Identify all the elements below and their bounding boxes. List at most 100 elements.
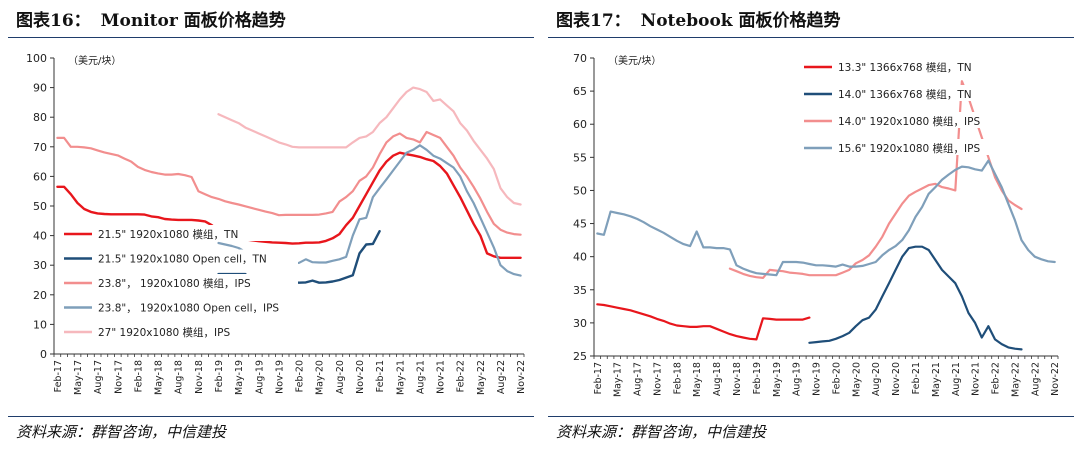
x-tick-label: Nov-21 (436, 360, 447, 394)
title-rule (8, 37, 534, 38)
x-tick-label: Nov-19 (274, 360, 285, 394)
legend-bg (800, 112, 1038, 128)
x-tick-label: Feb-18 (672, 362, 683, 394)
figure-title: 图表17： Notebook 面板价格趋势 (556, 6, 840, 31)
source-rule (8, 416, 534, 417)
series-line-1 (56, 151, 522, 260)
figure-label: 图表16： (16, 11, 91, 31)
y-tick-label: 0 (40, 348, 47, 361)
legend-bg (60, 249, 298, 266)
x-tick-label: Feb-21 (911, 362, 922, 394)
monitor-chart: 0 10 20 30 40 50 60 70 80 90 100 （美元/块） Feb-17 May-17… (26, 52, 527, 395)
legend-label: 27" 1920x1080 模组，IPS (98, 326, 230, 339)
x-tick-label: May-18 (154, 360, 165, 395)
unit-label: （美元/块） (608, 54, 661, 67)
legend-bg (60, 298, 298, 315)
legend-bg (60, 274, 298, 290)
y-tick-label: 35 (573, 284, 587, 297)
source-note: 资料来源：群智咨询，中信建投 (556, 423, 767, 441)
notebook-panel: 图表17： Notebook 面板价格趋势 25 30 35 40 45 50 55 60 65 7… (548, 0, 1078, 449)
series-line-2 (808, 245, 1023, 351)
x-tick-label: Nov-20 (891, 362, 902, 396)
source-rule (548, 416, 1074, 417)
y-tick-label: 30 (33, 259, 47, 272)
y-tick-label: 100 (26, 52, 47, 65)
series-line-1 (596, 303, 811, 341)
legend-label: 14.0" 1366x768 模组，TN (838, 88, 972, 101)
legend-bg (60, 225, 298, 241)
x-tick-label: May-17 (613, 362, 624, 397)
x-tick-label: May-20 (851, 362, 862, 397)
x-tick-label: Aug-21 (951, 362, 962, 396)
legend-bg (800, 58, 1038, 74)
y-tick-label: 70 (33, 141, 47, 154)
x-tick-label: Nov-17 (652, 362, 663, 396)
title-rule (548, 37, 1074, 38)
y-tick-label: 45 (573, 218, 587, 231)
x-tick-label: Nov-19 (812, 362, 823, 396)
series-line-3 (728, 80, 1023, 279)
y-tick-label: 50 (33, 200, 47, 213)
x-tick-label: May-22 (1010, 362, 1021, 397)
x-tick-label: Feb-22 (991, 362, 1002, 394)
x-tick-label: Nov-21 (971, 362, 982, 396)
x-tick-label: May-21 (931, 362, 942, 397)
x-tick-label: Feb-19 (214, 360, 225, 392)
figure-title-text: Monitor 面板价格趋势 (100, 11, 286, 31)
y-tick-label: 60 (573, 118, 587, 131)
figure-title-text: Notebook 面板价格趋势 (640, 11, 841, 31)
legend-label: 21.5" 1920x1080 模组，TN (98, 228, 238, 241)
x-tick-label: Nov-20 (355, 360, 366, 394)
x-tick-label: Nov-17 (113, 360, 124, 394)
x-tick-label: Aug-21 (415, 360, 426, 394)
series-line-5 (217, 86, 522, 206)
x-tick-label: May-21 (395, 360, 406, 395)
x-tick-label: Feb-20 (831, 362, 842, 394)
legend-label: 15.6" 1920x1080 模组，IPS (838, 142, 980, 155)
x-tick-label: May-18 (692, 362, 703, 397)
x-tick-label: Feb-20 (295, 360, 306, 392)
x-tick-label: Nov-22 (1050, 362, 1061, 396)
x-tick-label: May-20 (315, 360, 326, 395)
y-tick-label: 30 (573, 317, 587, 330)
legend-bg (800, 85, 1038, 101)
legend-label: 13.3" 1366x768 模组，TN (838, 61, 972, 74)
x-tick-label: May-19 (234, 360, 245, 395)
y-tick-label: 55 (573, 151, 587, 164)
x-tick-label: May-19 (772, 362, 783, 397)
x-tick-label: Aug-22 (496, 360, 507, 394)
series-line-4 (596, 159, 1056, 277)
legend-bg (800, 139, 1038, 155)
x-tick-label: Aug-19 (792, 362, 803, 396)
y-tick-label: 40 (33, 230, 47, 243)
y-tick-label: 10 (33, 318, 47, 331)
x-tick-label: Aug-20 (871, 362, 882, 396)
y-tick-label: 80 (33, 111, 47, 124)
source-note: 资料来源：群智咨询，中信建投 (16, 423, 227, 441)
notebook-chart: 25 30 35 40 45 50 55 60 65 70 （美元/块） Feb-17 May-17 Au… (573, 52, 1061, 397)
x-tick-label: Aug-19 (254, 360, 265, 394)
y-tick-label: 20 (33, 289, 47, 302)
legend-label: 23.8"， 1920x1080 模组，IPS (98, 277, 251, 290)
y-tick-label: 70 (573, 52, 587, 65)
legend-bg (60, 323, 298, 339)
legend-label: 23.8"， 1920x1080 Open cell，IPS (98, 303, 279, 315)
x-tick-label: Nov-18 (732, 362, 743, 396)
x-tick-label: Feb-17 (593, 362, 604, 394)
legend-label: 21.5" 1920x1080 Open cell，TN (98, 254, 267, 266)
x-tick-label: Aug-22 (1030, 362, 1041, 396)
x-tick-label: Aug-20 (335, 360, 346, 394)
unit-label: （美元/块） (68, 54, 121, 67)
series-line-3 (56, 130, 522, 236)
x-tick-label: Aug-18 (174, 360, 185, 394)
y-tick-label: 50 (573, 184, 587, 197)
x-tick-label: Feb-21 (375, 360, 386, 392)
x-tick-label: Aug-17 (93, 360, 104, 394)
x-tick-label: Feb-17 (53, 360, 64, 392)
x-tick-label: Nov-18 (194, 360, 205, 394)
figure-title: 图表16： Monitor 面板价格趋势 (16, 6, 286, 31)
y-tick-label: 25 (573, 350, 587, 363)
y-tick-label: 90 (33, 82, 47, 95)
x-tick-label: Aug-18 (712, 362, 723, 396)
legend-label: 14.0" 1920x1080 模组，IPS (838, 115, 980, 128)
